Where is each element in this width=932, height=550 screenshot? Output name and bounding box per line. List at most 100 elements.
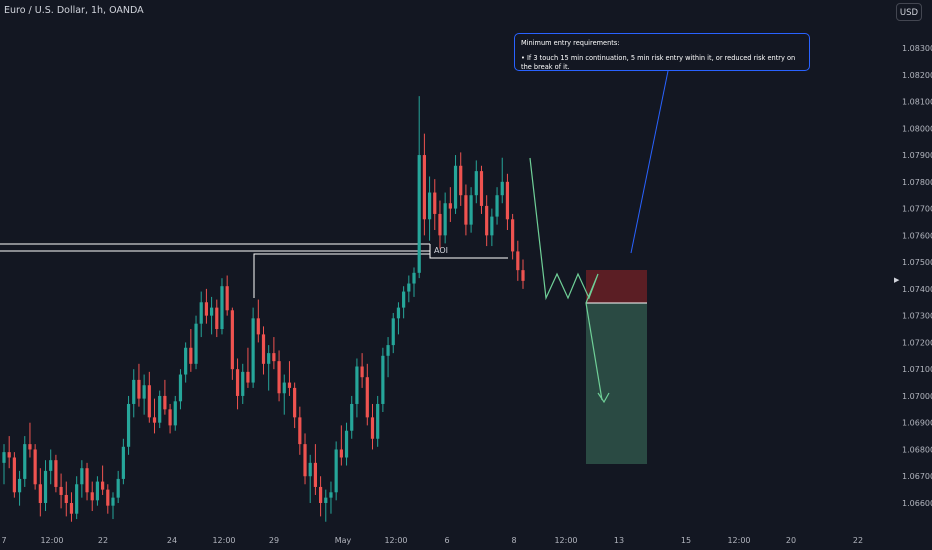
candle-body[interactable] — [355, 366, 359, 404]
candle-body[interactable] — [80, 468, 84, 485]
candle-body[interactable] — [23, 444, 27, 479]
aoi-bracket-right[interactable] — [429, 244, 508, 259]
candle-body[interactable] — [33, 449, 37, 485]
candle-body[interactable] — [448, 203, 452, 209]
candle-body[interactable] — [479, 171, 484, 206]
candle-body[interactable] — [339, 449, 343, 458]
candle-body[interactable] — [85, 468, 89, 493]
candle-body[interactable] — [189, 347, 193, 364]
candle-body[interactable] — [251, 318, 255, 383]
candle-body[interactable] — [168, 409, 172, 426]
candle-body[interactable] — [235, 369, 240, 396]
candle-body[interactable] — [163, 395, 167, 410]
candle-body[interactable] — [277, 361, 281, 394]
candle-body[interactable] — [443, 203, 447, 236]
candle-body[interactable] — [137, 379, 141, 399]
candle-body[interactable] — [106, 489, 110, 506]
candle-body[interactable] — [303, 444, 307, 477]
stop-loss-zone[interactable] — [586, 270, 647, 303]
candle-body[interactable] — [215, 307, 219, 330]
candle-body[interactable] — [158, 395, 162, 423]
candle-body[interactable] — [101, 481, 105, 490]
candle-body[interactable] — [267, 353, 271, 364]
candle-body[interactable] — [422, 155, 426, 220]
entry-requirements-callout[interactable]: Minimum entry requirements: • If 3 touch… — [514, 33, 810, 71]
candle-body[interactable] — [256, 318, 260, 335]
candle-body[interactable] — [427, 192, 432, 220]
candle-body[interactable] — [417, 155, 421, 273]
candle-body[interactable] — [391, 318, 395, 346]
candle-body[interactable] — [396, 307, 401, 319]
candle-body[interactable] — [49, 460, 53, 471]
candle-body[interactable] — [173, 401, 177, 426]
candle-body[interactable] — [220, 286, 224, 330]
candle-body[interactable] — [75, 484, 79, 514]
take-profit-zone[interactable] — [586, 303, 647, 464]
candle-body[interactable] — [511, 219, 515, 252]
candle-body[interactable] — [318, 486, 323, 503]
candle-body[interactable] — [194, 323, 198, 364]
candle-body[interactable] — [360, 366, 364, 378]
candle-body[interactable] — [69, 503, 74, 514]
candle-body[interactable] — [241, 371, 245, 396]
candle-body[interactable] — [381, 355, 385, 404]
currency-button[interactable]: USD — [896, 3, 922, 21]
candle-body[interactable] — [43, 470, 48, 503]
candle-body[interactable] — [282, 382, 286, 394]
candle-body[interactable] — [287, 382, 292, 388]
candle-body[interactable] — [344, 430, 349, 458]
candle-body[interactable] — [324, 497, 328, 503]
candle-body[interactable] — [334, 449, 338, 493]
candle-body[interactable] — [38, 484, 42, 503]
candle-body[interactable] — [500, 181, 504, 196]
candle-body[interactable] — [59, 486, 63, 495]
candle-body[interactable] — [132, 379, 136, 404]
candle-body[interactable] — [402, 291, 406, 308]
candle-body[interactable] — [474, 171, 478, 196]
candle-body[interactable] — [116, 478, 120, 498]
candle-body[interactable] — [350, 403, 354, 431]
candle-body[interactable] — [12, 457, 16, 493]
candle-body[interactable] — [438, 213, 442, 236]
candle-body[interactable] — [178, 374, 183, 402]
candle-body[interactable] — [230, 310, 234, 370]
candle-body[interactable] — [485, 205, 489, 236]
candle-body[interactable] — [225, 286, 229, 311]
candle-body[interactable] — [28, 444, 32, 450]
candle-body[interactable] — [210, 307, 214, 316]
candle-body[interactable] — [121, 446, 125, 479]
candle-body[interactable] — [365, 377, 369, 418]
candle-body[interactable] — [95, 481, 100, 501]
candle-body[interactable] — [261, 334, 266, 364]
projected-price-path[interactable] — [529, 157, 603, 401]
candle-body[interactable] — [490, 216, 494, 236]
candle-body[interactable] — [293, 387, 297, 418]
candle-body[interactable] — [17, 478, 22, 493]
candle-body[interactable] — [90, 492, 94, 501]
candle-body[interactable] — [329, 492, 333, 498]
candle-body[interactable] — [505, 181, 510, 220]
candle-body[interactable] — [272, 353, 276, 362]
candle-body[interactable] — [459, 165, 463, 196]
candle-body[interactable] — [298, 417, 302, 445]
candle-body[interactable] — [407, 283, 411, 292]
candle-body[interactable] — [386, 345, 390, 356]
candle-body[interactable] — [64, 494, 68, 503]
candle-body[interactable] — [7, 452, 11, 458]
candle-body[interactable] — [469, 195, 473, 225]
candle-body[interactable] — [376, 403, 380, 439]
candle-body[interactable] — [495, 195, 499, 217]
candle-body[interactable] — [199, 302, 203, 324]
candle-body[interactable] — [464, 195, 468, 225]
candle-body[interactable] — [453, 165, 458, 209]
candle-body[interactable] — [147, 385, 151, 418]
price-axis-arrow-icon[interactable]: ▶ — [894, 276, 900, 284]
candle-body[interactable] — [111, 497, 115, 506]
candle-body[interactable] — [204, 302, 209, 316]
candle-body[interactable] — [308, 462, 312, 477]
candle-body[interactable] — [313, 462, 317, 487]
candle-body[interactable] — [142, 385, 146, 399]
candle-body[interactable] — [2, 452, 6, 463]
candle-body[interactable] — [184, 347, 188, 375]
